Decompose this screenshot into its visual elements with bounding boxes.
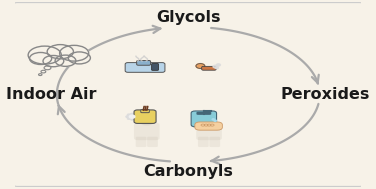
Circle shape <box>129 115 135 118</box>
FancyBboxPatch shape <box>134 123 159 140</box>
FancyBboxPatch shape <box>191 111 217 127</box>
Circle shape <box>212 119 215 120</box>
FancyBboxPatch shape <box>141 110 149 113</box>
Circle shape <box>202 118 216 125</box>
Circle shape <box>204 124 208 126</box>
Circle shape <box>55 55 76 66</box>
Circle shape <box>215 67 218 69</box>
Circle shape <box>210 124 214 126</box>
Circle shape <box>214 120 217 121</box>
Circle shape <box>213 65 218 68</box>
Circle shape <box>135 118 137 119</box>
Circle shape <box>135 114 137 115</box>
FancyBboxPatch shape <box>125 63 165 72</box>
Circle shape <box>41 70 46 73</box>
FancyBboxPatch shape <box>196 112 211 115</box>
FancyBboxPatch shape <box>147 137 158 147</box>
Text: Carbonyls: Carbonyls <box>143 164 233 179</box>
FancyBboxPatch shape <box>196 123 222 140</box>
Circle shape <box>28 46 61 64</box>
FancyBboxPatch shape <box>136 137 146 147</box>
Circle shape <box>44 66 51 70</box>
Text: Indoor Air: Indoor Air <box>6 87 97 102</box>
Circle shape <box>196 64 205 68</box>
Circle shape <box>207 124 211 126</box>
Circle shape <box>126 116 128 117</box>
Circle shape <box>217 64 220 66</box>
Circle shape <box>127 114 137 119</box>
Circle shape <box>38 74 42 76</box>
Circle shape <box>140 118 153 125</box>
Circle shape <box>68 52 90 64</box>
FancyBboxPatch shape <box>136 60 150 65</box>
FancyBboxPatch shape <box>14 3 363 186</box>
FancyBboxPatch shape <box>195 122 222 130</box>
Circle shape <box>43 56 64 67</box>
FancyBboxPatch shape <box>134 110 156 123</box>
Circle shape <box>127 114 130 115</box>
Circle shape <box>127 118 130 119</box>
Circle shape <box>201 124 205 126</box>
Circle shape <box>131 119 133 120</box>
Circle shape <box>131 113 133 115</box>
FancyBboxPatch shape <box>202 66 216 70</box>
FancyBboxPatch shape <box>198 137 209 147</box>
Circle shape <box>60 45 89 61</box>
FancyBboxPatch shape <box>152 64 158 70</box>
Text: Peroxides: Peroxides <box>280 87 370 102</box>
Circle shape <box>136 116 138 117</box>
Circle shape <box>47 45 73 59</box>
Circle shape <box>30 53 52 64</box>
FancyBboxPatch shape <box>209 137 220 147</box>
Text: Glycols: Glycols <box>156 10 221 25</box>
